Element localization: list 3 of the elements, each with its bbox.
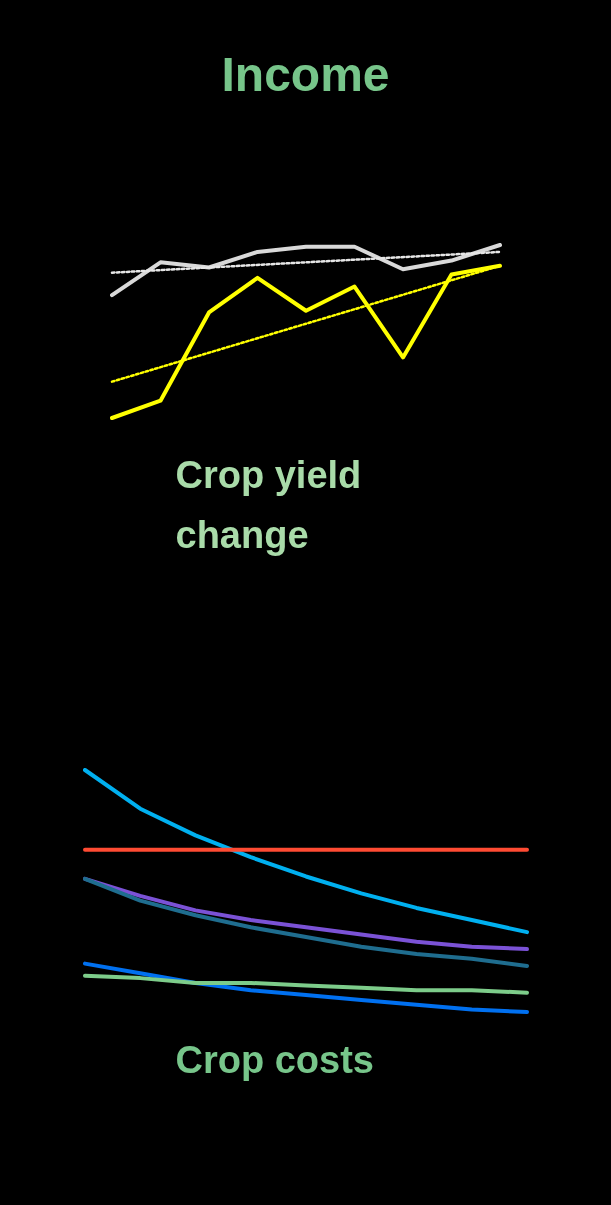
x-axis-title: Crop yield change <box>175 454 372 556</box>
chart-title: Income <box>221 47 390 101</box>
x-axis-title: Crop costs <box>175 1039 374 1081</box>
